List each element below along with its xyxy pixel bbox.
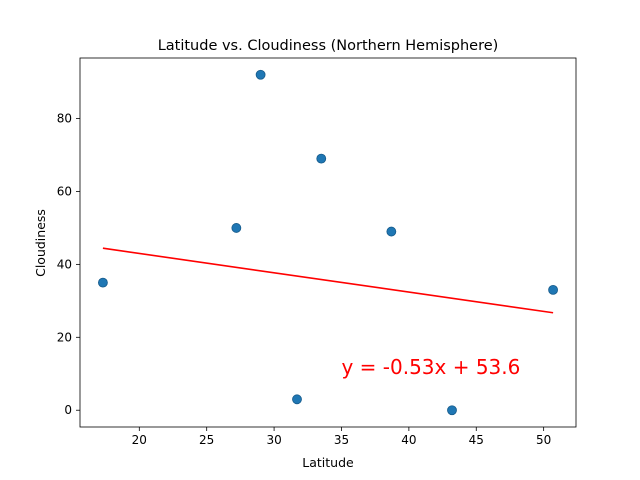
x-tick-label: 20 <box>132 433 147 447</box>
chart-title: Latitude vs. Cloudiness (Northern Hemisp… <box>158 38 499 54</box>
data-point <box>98 277 108 288</box>
data-point <box>292 394 302 405</box>
data-point <box>316 153 327 164</box>
y-tick-label: 20 <box>57 330 72 344</box>
y-axis-label: Cloudiness <box>33 209 48 277</box>
data-point <box>255 69 266 80</box>
x-tick-label: 30 <box>266 433 281 447</box>
x-tick-label: 35 <box>334 433 349 447</box>
x-tick-label: 40 <box>401 433 416 447</box>
data-point <box>231 223 242 233</box>
data-point <box>447 405 457 416</box>
data-point <box>386 226 397 237</box>
x-tick-label: 25 <box>199 433 214 447</box>
y-tick-label: 40 <box>57 257 72 271</box>
data-point <box>548 285 558 295</box>
y-tick-label: 60 <box>57 184 72 198</box>
x-axis-label: Latitude <box>302 455 354 470</box>
axes-frame <box>79 57 577 428</box>
regression-line <box>102 247 554 314</box>
x-tick-label: 45 <box>469 433 484 447</box>
y-tick-label: 0 <box>64 403 72 417</box>
x-tick-label: 50 <box>536 433 551 447</box>
regression-equation: y = -0.53x + 53.6 <box>341 355 520 379</box>
plot-area: 20 25 30 35 40 45 50 0 20 40 60 80 y = -0.53x + 53.6 <box>57 57 577 447</box>
y-tick-label: 80 <box>57 112 72 126</box>
